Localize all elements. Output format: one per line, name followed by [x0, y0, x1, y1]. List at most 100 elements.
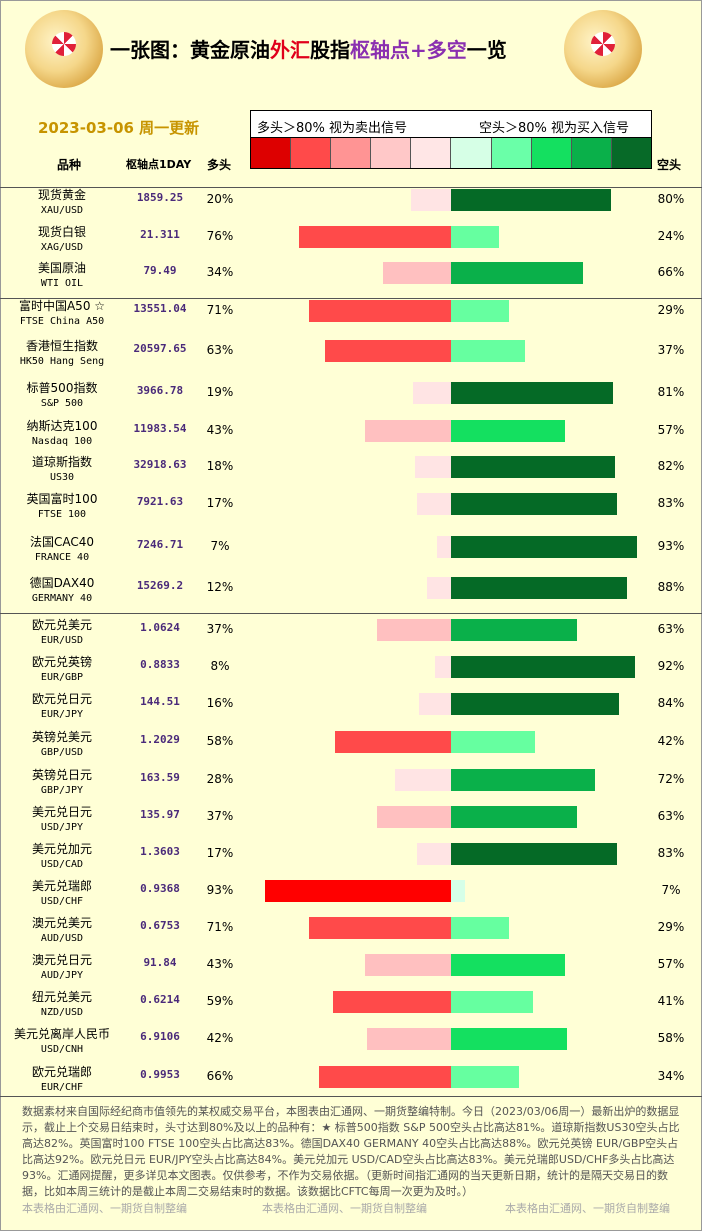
instrument-name: 美元兑加元 USD/CAD — [12, 842, 112, 872]
pivot-value: 163.59 — [140, 771, 180, 784]
instrument-cn-name: 现货白银 — [37, 225, 86, 239]
legend-color-scale — [250, 137, 652, 169]
flower-icon — [591, 32, 615, 56]
long-percent: 66% — [206, 1069, 234, 1083]
instrument-cn-name: 纳斯达克100 — [26, 419, 98, 433]
instrument-code: GBP/JPY — [40, 785, 84, 796]
long-percent: 37% — [206, 809, 234, 823]
short-percent: 81% — [657, 385, 685, 399]
credit-1: 本表格由汇通网、一期货自制整编 — [22, 1202, 187, 1215]
divider-top — [0, 187, 702, 188]
instrument-cn-name: 澳元兑日元 — [31, 953, 92, 967]
short-bar — [451, 731, 535, 753]
pivot-value: 1.0624 — [140, 621, 180, 634]
long-percent: 18% — [206, 459, 234, 473]
legend-long-note: 多头＞80% 视为卖出信号 — [257, 121, 408, 136]
short-bar — [451, 769, 595, 791]
instrument-code: USD/CHF — [40, 896, 84, 907]
instrument-name: 纽元兑美元 NZD/USD — [12, 990, 112, 1020]
short-percent: 34% — [657, 1069, 685, 1083]
short-percent: 82% — [657, 459, 685, 473]
instrument-code: XAU/USD — [40, 205, 84, 216]
short-percent: 84% — [657, 696, 685, 710]
short-percent: 83% — [657, 496, 685, 510]
legend-swatch — [291, 138, 332, 168]
instrument-code: USD/CAD — [40, 859, 84, 870]
instrument-cn-name: 澳元兑美元 — [31, 916, 92, 930]
pivot-value: 7921.63 — [136, 495, 184, 508]
short-percent: 58% — [657, 1031, 685, 1045]
long-bar — [415, 456, 451, 478]
long-bar — [377, 806, 451, 828]
legend-swatch — [491, 138, 532, 168]
long-bar — [333, 991, 451, 1013]
long-bar — [395, 769, 451, 791]
instrument-cn-name: 欧元兑日元 — [31, 692, 92, 706]
instrument-cn-name: 香港恒生指数 — [25, 339, 98, 353]
short-percent: 42% — [657, 734, 685, 748]
title-part-2: 外汇 — [270, 38, 310, 62]
instrument-code: FRANCE 40 — [34, 552, 90, 563]
short-percent: 80% — [657, 192, 685, 206]
short-percent: 41% — [657, 994, 685, 1008]
long-percent: 16% — [206, 696, 234, 710]
pivot-value: 0.8833 — [140, 658, 180, 671]
short-percent: 7% — [661, 883, 681, 897]
long-percent: 71% — [206, 303, 234, 317]
divider-commodities — [0, 298, 702, 299]
legend-swatch — [331, 138, 372, 168]
instrument-code: EUR/CHF — [40, 1082, 84, 1093]
instrument-code: EUR/GBP — [40, 672, 84, 683]
short-bar — [451, 262, 583, 284]
long-percent: 63% — [206, 343, 234, 357]
pivot-value: 135.97 — [140, 808, 180, 821]
long-bar — [309, 300, 451, 322]
pivot-value: 1.3603 — [140, 845, 180, 858]
short-bar — [451, 493, 617, 515]
pivot-value: 0.6214 — [140, 993, 180, 1006]
instrument-cn-name: 富时中国A50 ☆ — [18, 299, 106, 313]
instrument-code: EUR/JPY — [40, 709, 84, 720]
instrument-name: 德国DAX40 GERMANY 40 — [12, 576, 112, 606]
instrument-cn-name: 欧元兑美元 — [31, 618, 92, 632]
instrument-cn-name: 德国DAX40 — [29, 576, 95, 590]
instrument-name: 欧元兑瑞郎 EUR/CHF — [12, 1065, 112, 1095]
update-date: 2023-03-06 周一更新 — [38, 119, 200, 137]
pivot-value: 21.311 — [140, 228, 180, 241]
instrument-cn-name: 纽元兑美元 — [31, 990, 92, 1004]
long-bar — [309, 917, 451, 939]
long-bar — [319, 1066, 451, 1088]
short-bar — [451, 1066, 519, 1088]
divider-indices — [0, 613, 702, 614]
long-percent: 43% — [206, 423, 234, 437]
short-bar — [451, 420, 565, 442]
short-percent: 57% — [657, 423, 685, 437]
instrument-name: 欧元兑日元 EUR/JPY — [12, 692, 112, 722]
title-part-4: 枢轴点+多空 — [350, 38, 467, 62]
long-bar — [417, 843, 451, 865]
instrument-name: 美元兑离岸人民币 USD/CNH — [12, 1027, 112, 1057]
long-percent: 71% — [206, 920, 234, 934]
short-bar — [451, 954, 565, 976]
title-part-3: 股指 — [310, 38, 350, 62]
long-bar — [413, 382, 451, 404]
pivot-value: 6.9106 — [140, 1030, 180, 1043]
long-bar — [417, 493, 451, 515]
long-bar — [299, 226, 451, 248]
instrument-code: USD/CNH — [40, 1044, 84, 1055]
instrument-cn-name: 现货黄金 — [37, 188, 86, 202]
short-bar — [451, 1028, 567, 1050]
long-percent: 37% — [206, 622, 234, 636]
instrument-cn-name: 英镑兑美元 — [31, 730, 92, 744]
short-percent: 93% — [657, 539, 685, 553]
long-bar — [365, 954, 451, 976]
long-percent: 17% — [206, 846, 234, 860]
instrument-code: NZD/USD — [40, 1007, 84, 1018]
instrument-code: S&P 500 — [40, 398, 84, 409]
long-bar — [335, 731, 451, 753]
instrument-cn-name: 英镑兑日元 — [31, 768, 92, 782]
pivot-value: 32918.63 — [133, 458, 187, 471]
long-bar — [367, 1028, 451, 1050]
divider-bottom — [0, 1096, 702, 1097]
short-percent: 66% — [657, 265, 685, 279]
